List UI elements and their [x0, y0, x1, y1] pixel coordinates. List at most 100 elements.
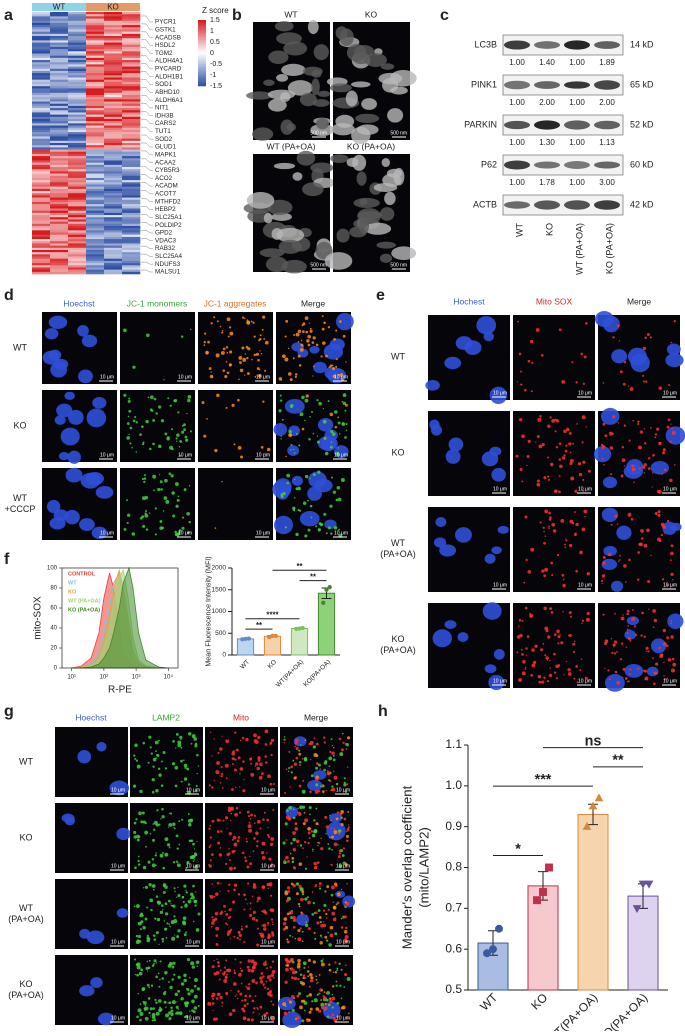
signal-dot: [337, 844, 339, 846]
heatmap-cell: [50, 127, 69, 131]
signal-dot: [216, 992, 220, 996]
signal-dot: [126, 436, 131, 440]
signal-dot: [224, 922, 228, 925]
signal-dot: [284, 858, 286, 861]
signal-dot: [566, 427, 570, 432]
signal-dot: [182, 916, 187, 920]
signal-dot: [164, 971, 168, 975]
heatmap-cell: [122, 77, 141, 80]
signal-dot: [321, 785, 323, 788]
nucleus: [497, 525, 509, 534]
signal-dot: [251, 965, 256, 970]
y-tick-label: 2000: [212, 565, 227, 572]
signal-dot: [195, 960, 200, 965]
signal-dot: [211, 1002, 215, 1005]
bar: [577, 813, 609, 991]
heatmap-cell: [86, 252, 105, 255]
signal-dot: [134, 973, 137, 976]
signal-dot: [326, 769, 329, 772]
heatmap-cell: [32, 193, 51, 196]
nucleus: [273, 422, 288, 437]
signal-dot: [650, 554, 652, 557]
image-title: KO (PA+OA): [347, 141, 395, 151]
signal-dot: [180, 906, 183, 909]
signal-dot: [297, 977, 300, 981]
signal-dot: [156, 809, 159, 812]
signal-dot: [208, 864, 212, 868]
heatmap-cell: [122, 40, 141, 43]
signal-dot: [549, 607, 553, 611]
heatmap-cell: [68, 27, 87, 30]
signal-dot: [558, 442, 562, 445]
nucleus: [277, 996, 296, 1011]
data-point: [483, 949, 491, 958]
signal-dot: [327, 1003, 331, 1007]
signal-dot: [643, 463, 647, 467]
signal-dot: [283, 917, 288, 921]
signal-dot: [295, 756, 299, 760]
heatmap-cell: [86, 182, 105, 185]
signal-dot: [154, 507, 157, 510]
heatmap-cell: [122, 132, 141, 135]
signal-dot: [325, 939, 329, 942]
heatmap-cell: [86, 112, 105, 115]
heatmap-cell: [122, 258, 141, 262]
micrograph: [198, 312, 273, 384]
signal-dot: [190, 742, 193, 745]
heatmap-cell: [50, 241, 69, 244]
signal-dot: [241, 316, 245, 319]
heatmap-cell: [104, 31, 123, 35]
signal-dot: [152, 474, 157, 479]
signal-dot: [259, 976, 263, 980]
signal-dot: [293, 976, 298, 981]
heatmap-cell: [122, 14, 141, 17]
signal-dot: [135, 818, 138, 821]
em-structure: [356, 171, 367, 186]
heatmap-cell: [50, 188, 69, 192]
signal-dot: [324, 815, 328, 819]
signal-dot: [331, 993, 334, 996]
signal-dot: [262, 909, 267, 914]
gene-label: ACADM: [155, 183, 178, 190]
heatmap-cell: [86, 199, 105, 203]
signal-dot: [642, 669, 645, 672]
signal-dot: [335, 358, 338, 361]
heatmap-cell: [122, 160, 141, 163]
signal-dot: [246, 1002, 249, 1005]
signal-dot: [527, 439, 531, 443]
heatmap-cell: [122, 18, 141, 22]
signal-dot: [337, 1015, 340, 1018]
signal-dot: [230, 989, 232, 992]
signal-dot: [266, 447, 271, 452]
nucleus: [476, 316, 497, 335]
heatmap-cell: [50, 55, 69, 59]
heatmap-cell: [86, 254, 105, 257]
gene-label: NDUFS3: [155, 261, 181, 268]
signal-dot: [162, 992, 166, 996]
signal-dot: [325, 789, 327, 792]
signal-dot: [260, 934, 265, 939]
signal-dot: [526, 464, 528, 467]
signal-dot: [285, 899, 289, 903]
signal-dot: [653, 682, 656, 685]
signal-dot: [187, 531, 190, 534]
signal-dot: [292, 448, 295, 451]
heatmap-cell: [68, 51, 87, 54]
colorbar-cell: [198, 33, 206, 36]
signal-dot: [649, 336, 652, 339]
signal-dot: [576, 681, 579, 684]
heatmap-cell: [86, 265, 105, 268]
heatmap-cell: [50, 99, 69, 102]
heatmap-cell: [104, 269, 123, 273]
heatmap-cell: [32, 180, 51, 183]
signal-dot: [159, 978, 161, 981]
signal-dot: [272, 809, 275, 812]
heatmap-cell: [50, 260, 69, 264]
signal-dot: [552, 529, 557, 533]
signal-dot: [293, 997, 296, 1000]
signal-dot: [183, 423, 186, 427]
heatmap-cell: [32, 14, 51, 17]
signal-dot: [345, 429, 348, 432]
colorbar-cell: [198, 75, 206, 78]
scale-bar-label: 10 μm: [336, 939, 350, 945]
